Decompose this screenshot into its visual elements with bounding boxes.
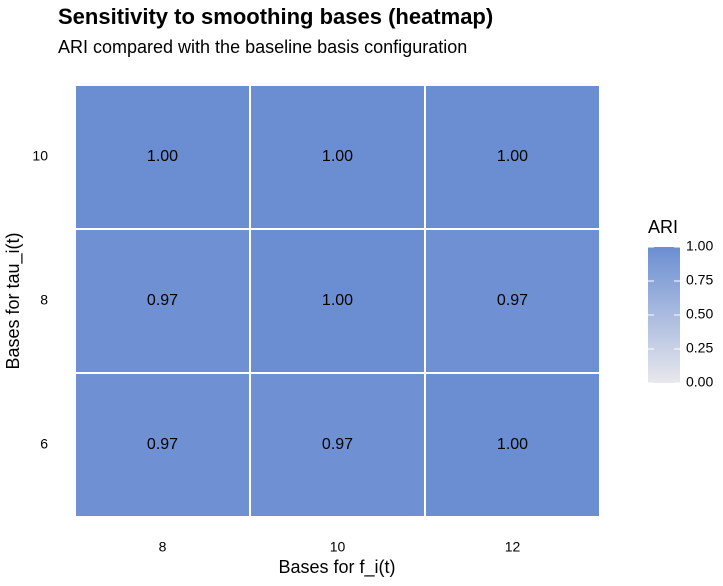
cell-label: 0.97: [497, 292, 528, 309]
colorbar-tick-label: 0.25: [686, 340, 713, 356]
cell-label: 1.00: [497, 436, 528, 453]
heatmap-cell: [424, 228, 601, 374]
cell-label: 1.00: [147, 148, 178, 165]
colorbar-tick-label: 0.75: [686, 272, 713, 288]
heatmap-cell: [249, 84, 426, 230]
x-tick-label: 12: [505, 539, 521, 555]
y-tick-label: 10: [32, 148, 48, 164]
y-tick-label: 6: [40, 436, 48, 452]
cell-label: 1.00: [322, 292, 353, 309]
x-axis-label: Bases for f_i(t): [278, 557, 395, 578]
chart-subtitle: ARI compared with the baseline basis con…: [58, 37, 467, 57]
cell-label: 1.00: [497, 148, 528, 165]
heatmap-cell: [74, 372, 251, 518]
heatmap-cell: [74, 84, 251, 230]
cell-label: 0.97: [147, 436, 178, 453]
y-axis-label: Bases for tau_i(t): [3, 232, 24, 369]
heatmap-cell: [74, 228, 251, 374]
x-tick-label: 10: [330, 539, 346, 555]
heatmap-cell: [424, 84, 601, 230]
colorbar-tick-label: 0.50: [686, 306, 713, 322]
colorbar-tick-label: 0.00: [686, 374, 713, 390]
heatmap-cell: [249, 372, 426, 518]
cell-label: 0.97: [322, 436, 353, 453]
heatmap-cell: [249, 228, 426, 374]
legend-title: ARI: [648, 217, 678, 237]
chart-title: Sensitivity to smoothing bases (heatmap): [58, 4, 493, 29]
cell-label: 1.00: [322, 148, 353, 165]
x-tick-label: 8: [159, 539, 167, 555]
y-tick-label: 8: [40, 292, 48, 308]
colorbar-tick-label: 1.00: [686, 238, 713, 254]
cell-label: 0.97: [147, 292, 178, 309]
